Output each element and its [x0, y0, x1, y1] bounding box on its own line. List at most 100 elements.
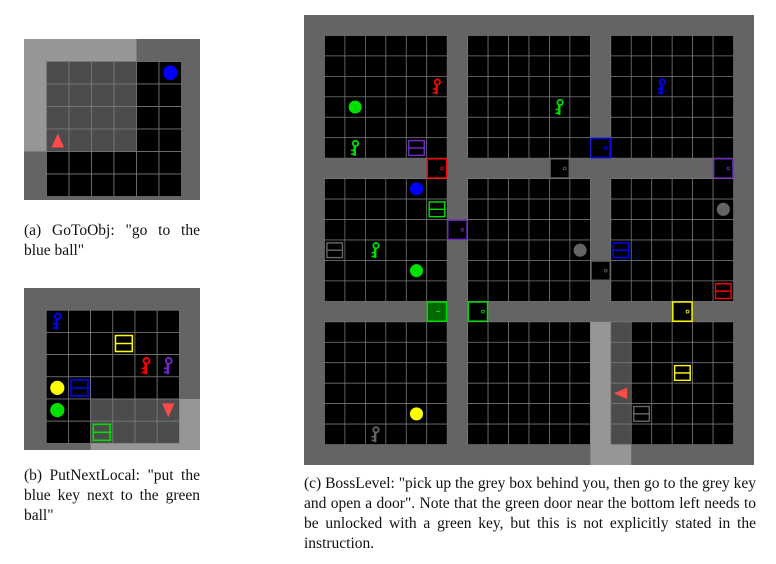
wall-cell	[24, 310, 47, 333]
floor-cell	[426, 362, 448, 384]
floor-cell	[488, 342, 509, 364]
floor-cell	[385, 219, 407, 241]
floor-cell	[529, 383, 550, 405]
floor-cell	[344, 55, 366, 77]
floor-cell	[692, 383, 714, 405]
floor-cell	[114, 151, 137, 175]
wall-cell	[590, 342, 612, 364]
wall-cell	[385, 158, 407, 180]
floor-cell	[426, 35, 448, 57]
wall-cell	[447, 301, 469, 323]
floor-cell	[508, 55, 530, 77]
floor-cell	[549, 35, 571, 57]
floor-cell	[365, 137, 387, 159]
floor-cell	[467, 137, 489, 159]
floor-cell	[692, 178, 714, 200]
wall-cell	[733, 383, 754, 405]
wall-cell	[610, 444, 632, 465]
wall-cell	[631, 158, 653, 180]
floor-cell	[672, 199, 694, 220]
wall-cell	[24, 288, 47, 311]
floor-cell	[324, 35, 346, 57]
wall-cell	[304, 117, 325, 139]
wall-cell	[24, 398, 47, 422]
floor-cell	[692, 35, 714, 57]
floor-cell	[426, 280, 448, 302]
floor-cell	[365, 321, 387, 343]
wall-cell	[447, 342, 469, 364]
floor-cell	[713, 260, 734, 282]
floor-cell	[324, 280, 346, 302]
wall-cell	[304, 280, 325, 302]
wall-cell	[68, 443, 92, 450]
floor-cell	[569, 199, 591, 220]
floor-cell	[69, 61, 92, 85]
wall-cell	[651, 15, 673, 36]
red-key-icon	[141, 356, 151, 375]
floor-cell	[90, 376, 114, 400]
floor-cell	[692, 137, 714, 159]
wall-cell	[406, 15, 428, 36]
floor-cell	[488, 178, 509, 200]
floor-cell	[365, 403, 387, 425]
floor-cell	[365, 76, 387, 98]
wall-cell	[733, 321, 754, 343]
green-door-icon	[467, 301, 489, 322]
wall-cell	[114, 196, 137, 200]
wall-cell	[713, 444, 734, 465]
floor-cell	[508, 117, 530, 139]
floor-cell	[529, 35, 550, 57]
floor-cell	[69, 106, 92, 130]
wall-cell	[590, 403, 612, 425]
wall-cell	[733, 444, 754, 465]
floor-cell	[651, 178, 673, 200]
floor-cell	[344, 117, 366, 139]
floor-cell	[406, 117, 428, 139]
floor-cell	[610, 137, 632, 159]
floor-cell	[508, 199, 530, 220]
floor-cell	[385, 342, 407, 364]
floor-cell	[529, 362, 550, 384]
floor-cell	[467, 219, 489, 241]
blue-ball-icon	[163, 65, 178, 80]
floor-cell	[631, 362, 653, 384]
floor-cell	[549, 362, 571, 384]
floor-cell	[69, 174, 92, 197]
floor-cell	[508, 424, 530, 445]
wall-cell	[447, 117, 469, 139]
wall-cell	[488, 158, 509, 180]
green-key-icon	[351, 139, 360, 156]
putnextlocal-caption: (b) PutNextLocal: "put the blue key next…	[24, 467, 200, 524]
wall-cell	[426, 444, 448, 465]
wall-cell	[569, 15, 591, 36]
wall-cell	[488, 15, 509, 36]
wall-cell	[529, 301, 550, 323]
floor-cell	[324, 342, 346, 364]
wall-cell	[713, 301, 734, 323]
floor-cell	[344, 178, 366, 200]
wall-cell	[590, 96, 612, 118]
floor-cell	[344, 219, 366, 241]
wall-cell	[181, 61, 200, 85]
floor-cell	[385, 260, 407, 282]
floor-cell	[529, 321, 550, 343]
wall-cell	[24, 376, 47, 400]
floor-cell	[467, 35, 489, 57]
floor-cell	[344, 199, 366, 220]
floor-cell	[508, 137, 530, 159]
floor-cell	[344, 260, 366, 282]
floor-cell	[508, 178, 530, 200]
wall-cell	[304, 383, 325, 405]
floor-cell	[713, 137, 734, 159]
wall-cell	[529, 15, 550, 36]
wall-cell	[90, 443, 114, 450]
floor-cell	[651, 240, 673, 261]
wall-cell	[179, 310, 200, 333]
floor-cell	[672, 260, 694, 282]
floor-cell	[114, 129, 137, 152]
floor-cell	[324, 117, 346, 139]
floor-cell	[324, 321, 346, 343]
floor-cell	[569, 362, 591, 384]
wall-cell	[68, 288, 92, 311]
wall-cell	[179, 354, 200, 378]
